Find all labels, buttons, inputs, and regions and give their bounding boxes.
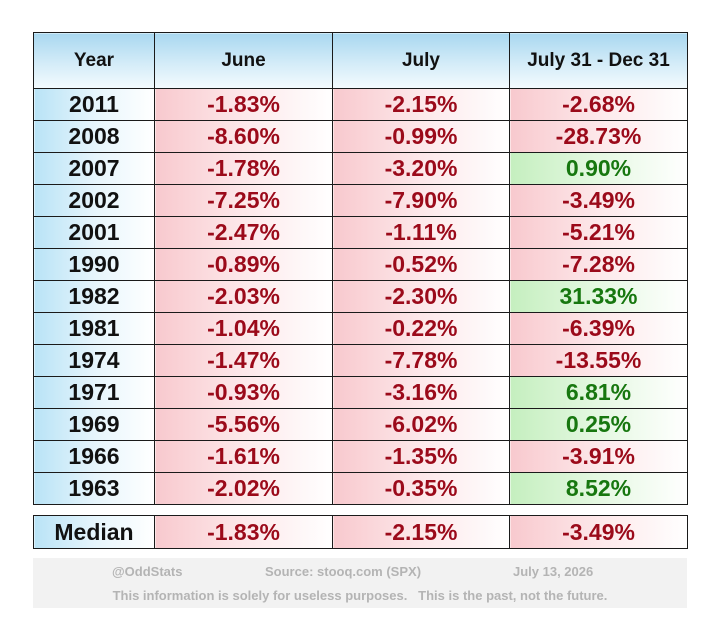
cell-rest: -28.73%: [509, 120, 688, 153]
table-row: 1981 -1.04% -0.22% -6.39%: [33, 312, 688, 345]
cell-july: -7.78%: [332, 344, 510, 377]
cell-june: -8.60%: [154, 120, 333, 153]
cell-year: 1990: [33, 248, 155, 281]
cell-june: -2.03%: [154, 280, 333, 313]
cell-year: 1982: [33, 280, 155, 313]
table-row: 1974 -1.47% -7.78% -13.55%: [33, 344, 688, 377]
cell-july: -1.35%: [332, 440, 510, 473]
cell-year: 1981: [33, 312, 155, 345]
header-june: June: [154, 32, 333, 89]
median-july: -2.15%: [332, 515, 510, 549]
cell-june: -5.56%: [154, 408, 333, 441]
footer-handle: @OddStats: [112, 564, 183, 579]
cell-june: -1.04%: [154, 312, 333, 345]
cell-june: -7.25%: [154, 184, 333, 217]
table-row: 1971 -0.93% -3.16% 6.81%: [33, 376, 688, 409]
cell-rest: -6.39%: [509, 312, 688, 345]
cell-july: -0.35%: [332, 472, 510, 505]
cell-june: -2.47%: [154, 216, 333, 249]
median-row: Median -1.83% -2.15% -3.49%: [33, 515, 688, 549]
cell-year: 2002: [33, 184, 155, 217]
cell-year: 2011: [33, 88, 155, 121]
footer-source: Source: stooq.com (SPX): [265, 564, 422, 579]
cell-july: -3.16%: [332, 376, 510, 409]
cell-rest: -3.91%: [509, 440, 688, 473]
cell-june: -0.93%: [154, 376, 333, 409]
cell-rest: -3.49%: [509, 184, 688, 217]
footer-disclaimer: This information is solely for useless p…: [112, 588, 608, 603]
cell-year: 2001: [33, 216, 155, 249]
cell-july: -0.22%: [332, 312, 510, 345]
cell-june: -2.02%: [154, 472, 333, 505]
header-rest-of-year: July 31 - Dec 31: [509, 32, 688, 89]
table-row: 2001 -2.47% -1.11% -5.21%: [33, 216, 688, 249]
cell-june: -1.47%: [154, 344, 333, 377]
cell-july: -2.30%: [332, 280, 510, 313]
header-row: Year June July July 31 - Dec 31: [33, 32, 688, 89]
cell-year: 2007: [33, 152, 155, 185]
cell-rest: -2.68%: [509, 88, 688, 121]
table-row: 2011 -1.83% -2.15% -2.68%: [33, 88, 688, 121]
table-row: 1982 -2.03% -2.30% 31.33%: [33, 280, 688, 313]
cell-rest: -7.28%: [509, 248, 688, 281]
cell-july: -0.99%: [332, 120, 510, 153]
header-july: July: [332, 32, 510, 89]
table-row: 1963 -2.02% -0.35% 8.52%: [33, 472, 688, 505]
cell-june: -1.61%: [154, 440, 333, 473]
table-row: 2002 -7.25% -7.90% -3.49%: [33, 184, 688, 217]
cell-year: 1969: [33, 408, 155, 441]
cell-rest: 0.25%: [509, 408, 688, 441]
cell-june: -1.83%: [154, 88, 333, 121]
cell-year: 2008: [33, 120, 155, 153]
footer: @OddStats Source: stooq.com (SPX) July 1…: [33, 558, 687, 608]
cell-rest: -13.55%: [509, 344, 688, 377]
cell-july: -1.11%: [332, 216, 510, 249]
cell-year: 1966: [33, 440, 155, 473]
table-row: 1990 -0.89% -0.52% -7.28%: [33, 248, 688, 281]
cell-july: -6.02%: [332, 408, 510, 441]
cell-rest: 6.81%: [509, 376, 688, 409]
footer-date: July 13, 2026: [513, 564, 594, 579]
median-rest: -3.49%: [509, 515, 688, 549]
cell-july: -3.20%: [332, 152, 510, 185]
cell-rest: 0.90%: [509, 152, 688, 185]
cell-july: -0.52%: [332, 248, 510, 281]
returns-table: Year June July July 31 - Dec 31 2011 -1.8…: [33, 32, 688, 505]
cell-june: -1.78%: [154, 152, 333, 185]
cell-july: -7.90%: [332, 184, 510, 217]
cell-year: 1971: [33, 376, 155, 409]
cell-june: -0.89%: [154, 248, 333, 281]
table-row: 1969 -5.56% -6.02% 0.25%: [33, 408, 688, 441]
cell-year: 1963: [33, 472, 155, 505]
header-year: Year: [33, 32, 155, 89]
table-row: 2008 -8.60% -0.99% -28.73%: [33, 120, 688, 153]
cell-rest: 31.33%: [509, 280, 688, 313]
cell-rest: -5.21%: [509, 216, 688, 249]
median-june: -1.83%: [154, 515, 333, 549]
cell-rest: 8.52%: [509, 472, 688, 505]
table-row: 1966 -1.61% -1.35% -3.91%: [33, 440, 688, 473]
cell-year: 1974: [33, 344, 155, 377]
table-row: 2007 -1.78% -3.20% 0.90%: [33, 152, 688, 185]
cell-july: -2.15%: [332, 88, 510, 121]
median-table: Median -1.83% -2.15% -3.49%: [33, 515, 688, 549]
median-label: Median: [33, 515, 155, 549]
